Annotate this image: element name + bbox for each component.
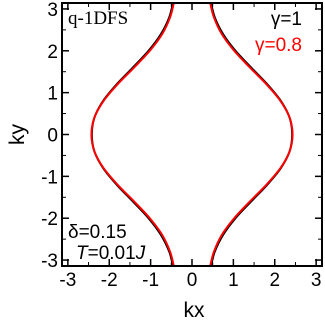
x-tick-label: -1 [142,270,159,291]
legend-entry-gamma-1: γ=1 [271,9,302,30]
temperature-value: =0.01 [88,243,136,264]
y-tick-label: 0 [47,126,58,147]
panel-label: q-1DFS [68,8,128,29]
y-tick-label: -3 [41,251,58,272]
legend-entry-gamma-0-8: γ=0.8 [255,35,302,56]
x-tick-label: -2 [101,270,118,291]
y-axis-title: ky [6,124,29,146]
y-tick-label: -2 [41,209,58,230]
y-tick-label: -1 [41,167,58,188]
temperature-symbol: T [76,243,89,264]
x-tick-label: 1 [228,270,239,291]
x-tick-label: 3 [311,270,322,291]
y-tick-label: 1 [47,84,58,105]
ticks-layer: -3 -2 -1 0 1 2 3 3 2 1 0 -1 -2 -3 [41,0,322,291]
x-tick-label: 0 [187,270,198,291]
delta-annotation: δ=0.15 [68,222,127,243]
temperature-unit: J [135,243,146,264]
curves-layer [90,2,294,267]
y-tick-label: 2 [47,42,58,63]
x-tick-label: 2 [269,270,280,291]
series-1-right-line [209,2,294,267]
temperature-annotation: T=0.01J [76,243,146,264]
x-axis-title: kx [184,299,206,322]
series-1-left-line [90,2,175,267]
y-tick-label: 3 [47,0,58,21]
x-tick-label: -3 [59,270,76,291]
